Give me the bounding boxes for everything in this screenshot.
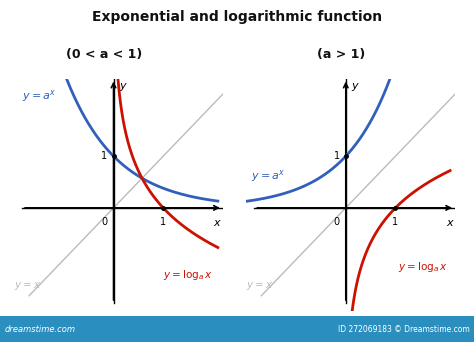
Text: 1: 1	[160, 217, 166, 227]
Text: ID 272069183 © Dreamstime.com: ID 272069183 © Dreamstime.com	[337, 325, 469, 334]
Text: (a > 1): (a > 1)	[317, 48, 365, 61]
Text: $y = a^x$: $y = a^x$	[251, 168, 286, 184]
Text: $y = x$: $y = x$	[14, 280, 42, 292]
Text: $y = \log_a x$: $y = \log_a x$	[163, 268, 213, 281]
Text: y: y	[119, 81, 126, 91]
Text: $y = a^x$: $y = a^x$	[22, 88, 56, 104]
Text: x: x	[214, 218, 220, 228]
Text: 1: 1	[334, 151, 340, 161]
Text: x: x	[446, 218, 453, 228]
Text: $y = x$: $y = x$	[246, 280, 274, 292]
Text: (0 < a < 1): (0 < a < 1)	[66, 48, 142, 61]
Text: Exponential and logarithmic function: Exponential and logarithmic function	[92, 10, 382, 24]
Text: 1: 1	[101, 151, 108, 161]
Text: 0: 0	[334, 217, 340, 227]
Text: 1: 1	[392, 217, 399, 227]
Text: dreamstime.com: dreamstime.com	[5, 325, 76, 334]
Text: 0: 0	[101, 217, 108, 227]
Text: y: y	[352, 81, 358, 91]
Text: $y = \log_a x$: $y = \log_a x$	[398, 260, 447, 274]
